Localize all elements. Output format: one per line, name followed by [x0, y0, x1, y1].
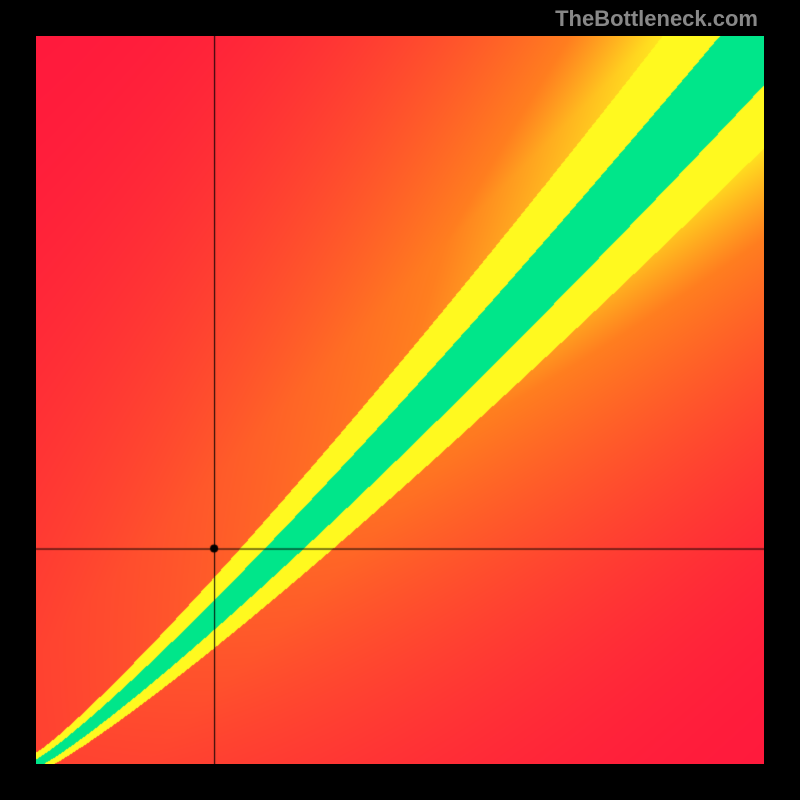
chart-container: TheBottleneck.com [0, 0, 800, 800]
heatmap-canvas [36, 36, 764, 764]
attribution-text: TheBottleneck.com [555, 6, 758, 32]
